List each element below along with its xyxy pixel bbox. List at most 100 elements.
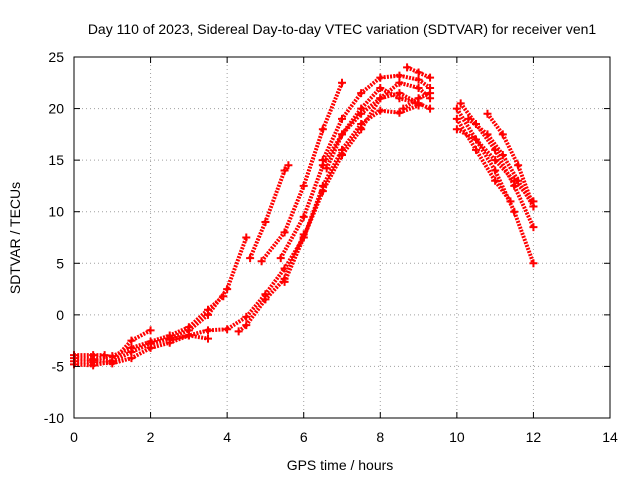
- data-point: [184, 323, 193, 332]
- data-point: [506, 197, 515, 206]
- y-axis-label: SDTVAR / TECUs: [7, 182, 23, 294]
- data-point: [426, 73, 435, 82]
- data-point: [414, 94, 423, 103]
- data-point: [89, 356, 98, 365]
- series-line-arc-5: [92, 328, 152, 364]
- data-point: [376, 94, 385, 103]
- data-point: [357, 89, 366, 98]
- y-axis-ticks: -10 -5 0 5 10 15 20 25: [44, 49, 610, 426]
- data-point: [146, 326, 155, 335]
- data-point: [204, 305, 212, 314]
- data-point: [498, 130, 507, 139]
- series-line-arc-15: [406, 65, 431, 80]
- data-point: [483, 130, 492, 139]
- data-point: [261, 295, 270, 304]
- data-point: [414, 83, 423, 92]
- data-point: [529, 259, 538, 268]
- data-point: [204, 334, 212, 343]
- data-point: [318, 125, 327, 134]
- data-point: [426, 89, 435, 98]
- data-point: [299, 212, 308, 221]
- plot-frame: [73, 56, 611, 419]
- data-point: [146, 337, 155, 346]
- data-point: [223, 285, 232, 294]
- x-tick-label: 12: [526, 429, 542, 445]
- data-point: [399, 104, 408, 113]
- data-point: [529, 202, 538, 211]
- series-line-arc-16: [455, 107, 536, 264]
- data-point: [452, 104, 461, 113]
- data-point: [414, 68, 423, 77]
- data-point: [242, 312, 251, 321]
- series-line-arc-4: [73, 294, 225, 362]
- data-point: [338, 78, 346, 87]
- data-point: [280, 228, 289, 237]
- data-point: [376, 106, 385, 115]
- data-point: [395, 108, 404, 117]
- data-point: [299, 181, 308, 190]
- data-point: [472, 145, 480, 154]
- x-tick-label: 2: [147, 429, 155, 445]
- series-line-arc-8: [248, 164, 291, 259]
- data-point: [514, 176, 523, 185]
- y-tick-label: 0: [56, 307, 64, 323]
- data-point: [165, 335, 174, 344]
- y-tick-label: -5: [52, 358, 65, 374]
- data-point: [403, 63, 412, 72]
- data-point: [376, 83, 385, 92]
- data-point: [472, 135, 480, 144]
- data-point: [284, 161, 293, 170]
- data-point: [223, 325, 232, 334]
- data-point: [318, 187, 327, 196]
- data-point: [456, 99, 465, 108]
- data-point: [491, 166, 500, 175]
- data-point: [246, 254, 255, 263]
- data-point: [242, 321, 251, 330]
- y-tick-label: -10: [44, 410, 64, 426]
- series-line-arc-2: [73, 236, 249, 368]
- data-point: [184, 331, 193, 340]
- data-point: [219, 292, 228, 301]
- data-point: [510, 207, 519, 216]
- data-point: [242, 233, 251, 242]
- y-tick-label: 15: [48, 152, 64, 168]
- grid: [74, 57, 610, 418]
- data-point: [108, 357, 117, 366]
- data-point: [395, 78, 404, 87]
- data-point: [491, 176, 500, 185]
- chart-title: Day 110 of 2023, Sidereal Day-to-day VTE…: [88, 21, 597, 37]
- series-line-arc-17: [455, 117, 513, 203]
- x-tick-label: 0: [70, 429, 78, 445]
- data-point: [257, 257, 266, 266]
- x-tick-label: 8: [376, 429, 384, 445]
- series-line-arc-20: [467, 117, 536, 208]
- data-point: [338, 130, 346, 139]
- data-point: [318, 156, 327, 165]
- data-point: [514, 161, 523, 170]
- data-point: [357, 125, 366, 134]
- data-point: [491, 156, 500, 165]
- x-tick-label: 4: [223, 429, 231, 445]
- data-point: [234, 327, 243, 336]
- series-line-arc-14: [402, 91, 431, 111]
- data-point: [426, 104, 435, 113]
- x-tick-label: 10: [449, 429, 465, 445]
- data-point: [261, 218, 270, 227]
- data-point: [452, 125, 461, 134]
- data-point: [357, 104, 366, 113]
- data-point: [276, 254, 285, 263]
- data-point: [483, 109, 492, 118]
- data-point: [464, 114, 473, 123]
- y-tick-label: 10: [48, 204, 64, 220]
- data-point: [204, 326, 212, 335]
- series-group: [70, 63, 538, 370]
- x-axis-label: GPS time / hours: [287, 457, 394, 473]
- data-point: [529, 223, 538, 232]
- data-point: [299, 233, 308, 242]
- data-point: [452, 114, 461, 123]
- series-line-arc-21: [485, 112, 536, 208]
- data-point: [280, 277, 289, 286]
- x-axis-ticks: 0 2 4 6 8 10 12 14: [70, 57, 618, 445]
- data-point: [376, 73, 385, 82]
- y-tick-label: 25: [48, 49, 64, 65]
